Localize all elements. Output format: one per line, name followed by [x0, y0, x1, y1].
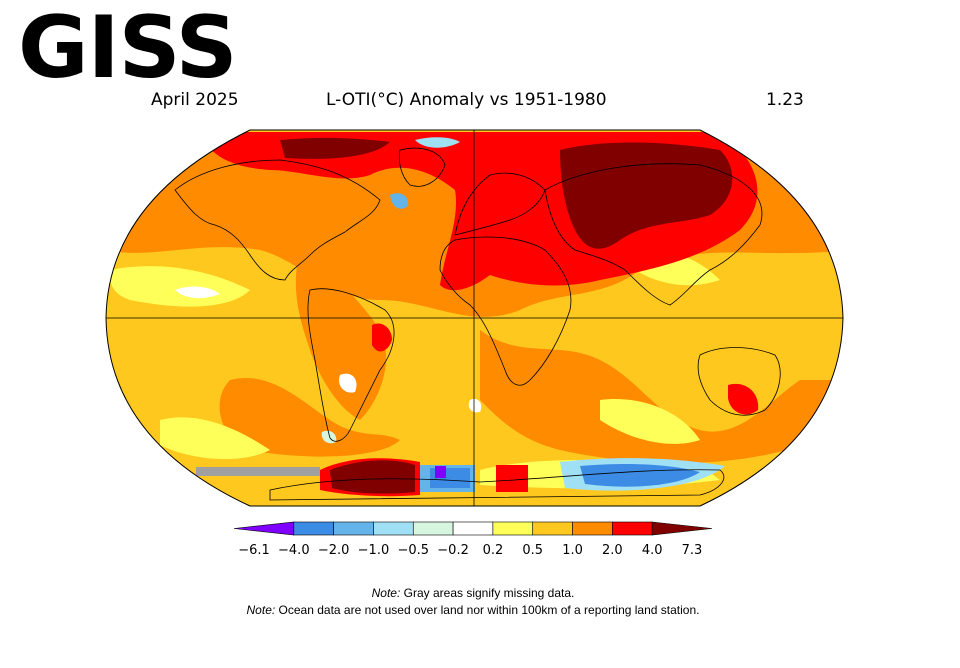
anomaly-white-region — [339, 373, 357, 393]
coastline-asia — [544, 163, 763, 306]
anomaly-yellow-region — [109, 266, 250, 307]
colorbar-swatch — [532, 521, 573, 536]
colorbar-swatch — [612, 521, 653, 536]
anomaly-lightblue-region — [415, 137, 460, 148]
coastline-antarctica — [269, 469, 725, 501]
global-mean-anomaly: 1.23 — [766, 90, 804, 110]
map-date: April 2025 — [151, 90, 239, 110]
anomaly-yellow-region — [600, 399, 700, 444]
anomaly-yellow-region — [160, 417, 270, 460]
colorbar-swatch — [452, 521, 494, 536]
coastline-south-america — [307, 288, 395, 442]
colorbar-tick-label: 7.3 — [681, 543, 703, 558]
anomaly-red-region — [372, 323, 392, 352]
coastline-north-america — [174, 159, 381, 281]
colorbar-tick-label: −0.2 — [437, 543, 469, 558]
colorbar-swatch — [233, 521, 295, 536]
colorbar-swatch — [492, 521, 534, 536]
colorbar-tick-label: 4.0 — [641, 543, 663, 558]
coastline-africa — [439, 236, 572, 386]
colorbar-tick-label: −0.5 — [397, 543, 430, 558]
colorbar-tick-label: −1.0 — [357, 543, 390, 558]
colorbar-swatch — [412, 521, 454, 536]
colorbar-tick-label: 1.0 — [562, 543, 583, 558]
anomaly-darkred-region — [280, 137, 390, 159]
anomaly-red-region — [496, 465, 528, 492]
anomaly-blue-region — [580, 464, 700, 487]
anomaly-orange-region — [480, 330, 840, 464]
anomaly-darkred-region — [330, 460, 415, 494]
anomaly-blue-region — [390, 193, 409, 209]
note-missing-data: Note: Gray areas signify missing data. — [371, 586, 575, 600]
anomaly-orange-region — [219, 378, 400, 457]
anomaly-darkred-region — [560, 142, 733, 249]
anomaly-white-region — [468, 398, 482, 413]
colorbar-swatch — [373, 521, 414, 536]
missing-data-region — [196, 467, 320, 476]
colorbar-tick-label: −2.0 — [317, 543, 350, 558]
note-ocean-data: Note: Ocean data are not used over land … — [246, 603, 700, 617]
anomaly-white-region — [175, 286, 220, 299]
colorbar-tick-label: 0.5 — [522, 543, 544, 558]
map-border — [105, 129, 844, 507]
colorbar-swatch — [572, 521, 613, 536]
colorbar-tick-label: 2.0 — [602, 543, 623, 558]
colorbar-swatch — [293, 521, 334, 536]
coastlines — [174, 147, 781, 501]
coastline-greenland — [398, 147, 446, 187]
colorbar-tick-label: −6.1 — [238, 543, 270, 558]
coastline-australia — [697, 347, 781, 416]
anomaly-orange-region — [295, 250, 387, 420]
colorbar-tick-label: 0.2 — [482, 543, 504, 558]
colorbar-swatch — [651, 521, 713, 536]
anomaly-purple-region — [435, 466, 446, 478]
colorbar-swatch — [333, 521, 374, 536]
anomaly-red-region — [728, 383, 759, 415]
giss-logo: GISS — [18, 0, 238, 98]
colorbar-tick-label: −4.0 — [278, 543, 310, 558]
map-title: L-OTI(°C) Anomaly vs 1951-1980 — [326, 90, 607, 110]
